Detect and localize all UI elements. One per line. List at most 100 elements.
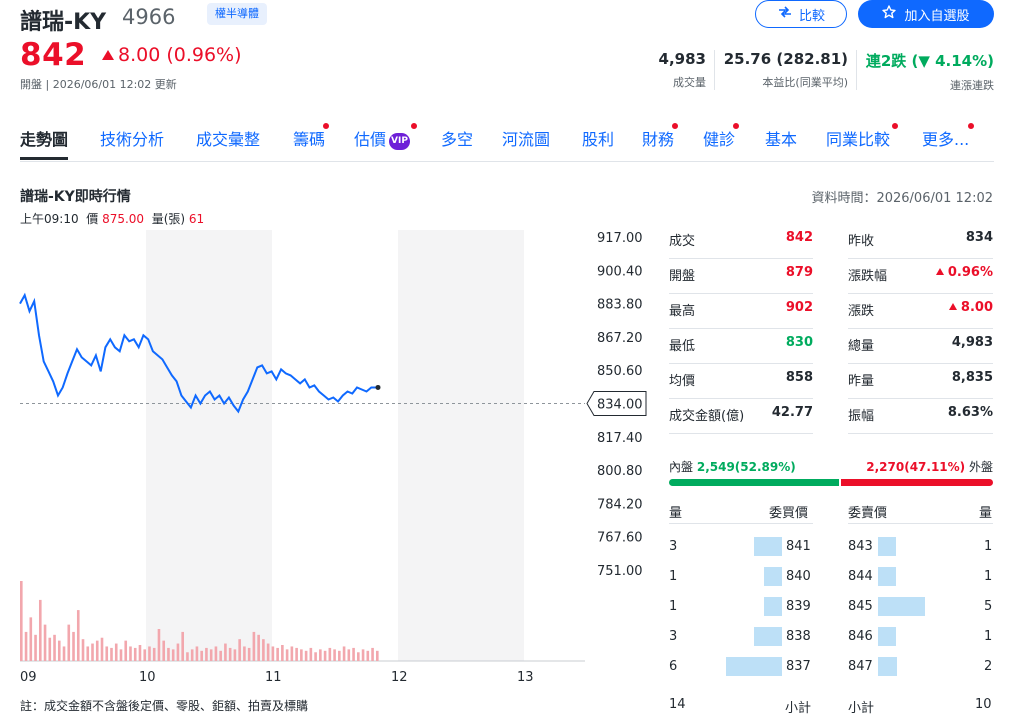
ask-qty-header: 量 (979, 506, 993, 521)
bid-price: 837 (786, 659, 811, 674)
ask-volume-bar (878, 657, 897, 676)
volume-bar (333, 649, 336, 661)
volume-bar (186, 652, 189, 661)
y-tick-label: 767.60 (597, 531, 643, 546)
x-tick-label: 13 (517, 670, 534, 685)
tab-trades[interactable]: 成交彙整 (196, 130, 261, 149)
tab-more[interactable]: 更多... (922, 126, 969, 150)
volume-bar (48, 637, 52, 661)
ask-volume-bar (878, 627, 896, 646)
stat-row: 最低 830 (669, 329, 813, 364)
volume-bar (371, 647, 374, 661)
star-icon (882, 5, 897, 23)
tab-chips[interactable]: 籌碼 (293, 126, 325, 150)
volume-bar (342, 646, 346, 661)
y-tick-label: 817.40 (597, 431, 643, 446)
stat-row: 昨量 8,835 (848, 364, 993, 399)
volume-bar (195, 646, 199, 661)
tab-financials[interactable]: 財務 (642, 126, 674, 150)
tab-chart[interactable]: 走勢圖 (20, 126, 69, 160)
y-tick-label: 900.40 (597, 264, 643, 279)
hour-band (146, 230, 272, 661)
bid-volume-bar (753, 537, 782, 556)
volume-bar (110, 647, 113, 661)
header-stat-value: 25.76 (282.81) (723, 50, 848, 68)
tab-basic[interactable]: 基本 (765, 130, 798, 149)
stat-value-text: 879 (785, 265, 813, 280)
ask-total-label: 小計 (848, 701, 875, 716)
ask-qty: 1 (984, 629, 993, 644)
volume-bar (238, 639, 241, 661)
tab-technical[interactable]: 技術分析 (100, 130, 165, 149)
stat-value: 42.77 (772, 405, 813, 420)
tab-label: 估價 (354, 130, 387, 149)
volume-bar (281, 645, 284, 661)
new-dot-icon (323, 123, 329, 129)
volume-bar (124, 640, 128, 661)
tab-peer-compare[interactable]: 同業比較 (826, 126, 890, 150)
y-tick-label: 850.60 (597, 364, 643, 379)
reference-price-label: 834.00 (597, 398, 643, 413)
new-dot-icon (672, 123, 678, 129)
tab-label: 更多... (922, 130, 970, 149)
inner-value: 2,549(52.89%) (696, 460, 796, 474)
tab-valuation[interactable]: 估價 VIP (354, 126, 411, 150)
volume-bar (352, 647, 355, 661)
volume-bar (276, 647, 279, 661)
tab-bull-bear[interactable]: 多空 (441, 130, 474, 149)
tab-river[interactable]: 河流圖 (502, 130, 551, 149)
stat-value: 858 (786, 370, 813, 385)
stat-row: 漲跌 8.00 (848, 294, 993, 329)
footnote: 註：成交金額不含盤後定價、零股、鉅額、拍賣及標購 (20, 699, 309, 713)
outer-label: 外盤 (968, 460, 993, 474)
last-price-dot (375, 384, 381, 390)
stat-value: 834 (966, 230, 993, 245)
tooltip-price-label: 價 (86, 212, 99, 226)
compare-button[interactable]: 比較 (755, 0, 847, 28)
bid-price: 839 (786, 599, 811, 614)
stat-label: 最高 (669, 304, 696, 319)
y-tick-label: 917.00 (597, 231, 643, 246)
current-price: 842 (20, 37, 87, 73)
stat-row: 開盤 879 (669, 259, 813, 294)
volume-bar (86, 646, 90, 661)
stat-value-text: 8.63% (947, 405, 993, 420)
stat-row: 成交 842 (669, 224, 813, 259)
volume-bar (304, 650, 308, 661)
up-triangle-icon (948, 303, 957, 310)
divider (669, 523, 813, 524)
bid-qty: 1 (669, 569, 678, 584)
volume-bar (143, 649, 147, 661)
stat-label: 總量 (848, 339, 875, 354)
stat-value: 4,983 (952, 335, 993, 350)
stat-value-text: 0.96% (947, 265, 993, 280)
industry-badge[interactable]: 權半導體 (207, 3, 267, 25)
stat-value-text: 8,835 (951, 370, 993, 385)
y-tick-label: 751.00 (597, 564, 643, 579)
tab-health[interactable]: 健診 (703, 126, 735, 150)
volume-bar (171, 649, 175, 661)
volume-bar (266, 643, 270, 661)
volume-bar (257, 634, 260, 661)
y-tick-label: 800.80 (597, 464, 643, 479)
bid-volume-bar (725, 657, 782, 676)
volume-bar (105, 646, 109, 661)
add-watchlist-button[interactable]: 加入自選股 (858, 0, 994, 28)
stat-label: 成交 (669, 234, 696, 249)
new-dot-icon (968, 123, 974, 129)
compare-label: 比較 (798, 8, 825, 24)
stat-row: 最高 902 (669, 294, 813, 329)
volume-bar (148, 646, 151, 661)
vip-icon: VIP (389, 133, 411, 150)
price-change: 8.00 (0.96%) (102, 44, 242, 66)
bid-total-label: 小計 (785, 701, 812, 716)
compare-arrows-icon (777, 5, 793, 23)
volume-bar (323, 650, 327, 661)
header-stat-label: 成交量 (673, 76, 706, 89)
tab-dividend[interactable]: 股利 (582, 130, 615, 149)
header-stat-streak: 連2跌 (▼ 4.14%) 連漲連跌 (866, 50, 994, 93)
volume-bar (347, 649, 351, 661)
intraday-chart[interactable]: 917.00 900.40 883.80 867.20 850.60 817.40 800.… (0, 225, 660, 690)
stat-label: 最低 (669, 339, 696, 354)
tooltip-time: 上午09:10 (20, 212, 79, 226)
